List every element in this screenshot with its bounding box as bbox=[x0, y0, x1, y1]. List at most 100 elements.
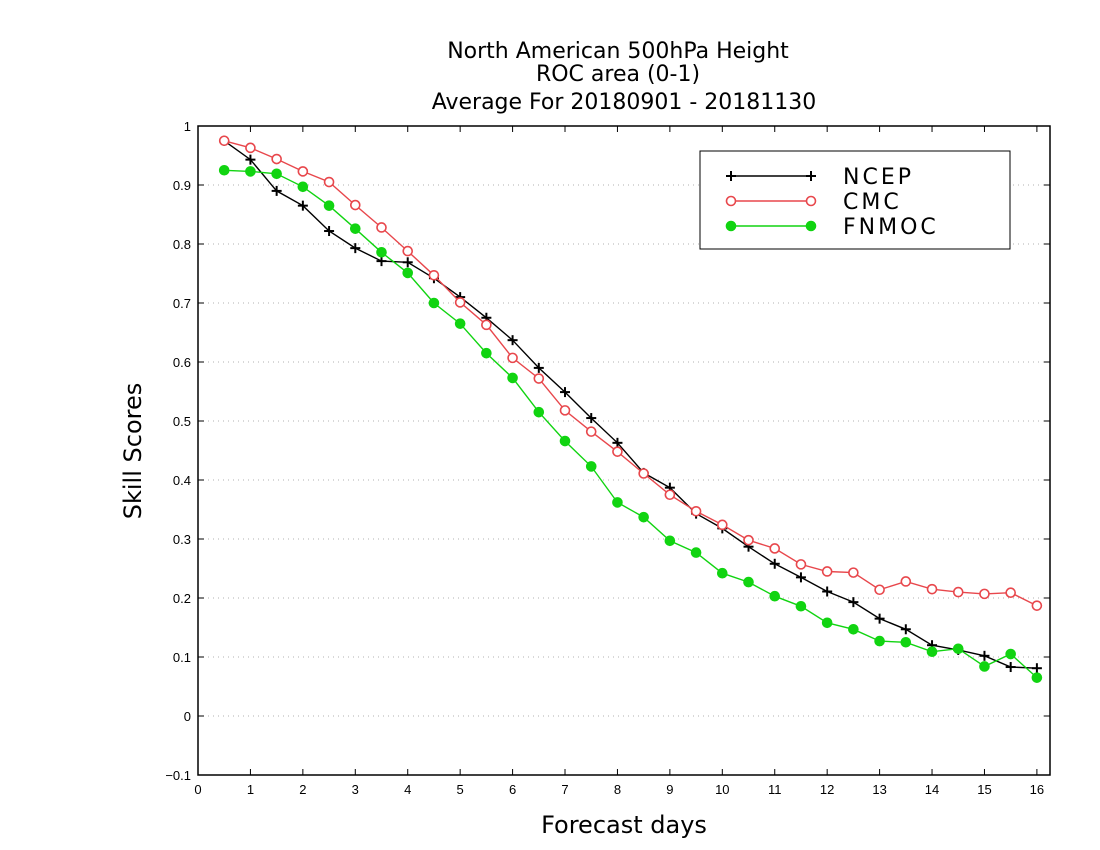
data-point-ncep bbox=[324, 226, 335, 237]
x-tick-label: 13 bbox=[872, 782, 886, 797]
y-tick-label: 1 bbox=[184, 119, 191, 134]
data-point-fnmoc bbox=[979, 661, 990, 672]
data-point-ncep bbox=[1031, 663, 1042, 674]
data-point-fnmoc bbox=[585, 461, 597, 472]
x-tick-label: 4 bbox=[404, 782, 411, 797]
data-point-cmc bbox=[795, 559, 807, 570]
data-point-ncep bbox=[245, 154, 256, 165]
data-point-fnmoc bbox=[1005, 648, 1016, 660]
data-point-cmc bbox=[507, 352, 518, 364]
data-point-fnmoc bbox=[349, 223, 361, 234]
x-tick-label: 12 bbox=[820, 782, 834, 797]
legend-marker-ncep bbox=[806, 171, 816, 181]
legend-marker-ncep bbox=[726, 171, 736, 181]
data-point-cmc bbox=[979, 588, 990, 600]
data-point-ncep bbox=[586, 413, 597, 424]
x-tick-label: 3 bbox=[352, 782, 359, 797]
x-tick-label: 15 bbox=[977, 782, 991, 797]
data-point-cmc bbox=[585, 426, 597, 437]
series-line-ncep bbox=[223, 140, 1037, 669]
x-tick-label: 0 bbox=[194, 782, 201, 797]
data-point-ncep bbox=[350, 243, 361, 254]
data-point-cmc bbox=[926, 583, 938, 595]
data-point-cmc bbox=[638, 468, 649, 479]
data-point-fnmoc bbox=[428, 297, 440, 309]
data-point-fnmoc bbox=[271, 168, 282, 180]
data-point-fnmoc bbox=[690, 547, 702, 558]
legend-entry-cmc: CMC bbox=[725, 190, 899, 215]
data-point-ncep bbox=[507, 335, 518, 346]
data-point-ncep bbox=[271, 185, 282, 196]
data-point-fnmoc bbox=[717, 567, 728, 579]
data-point-fnmoc bbox=[900, 636, 912, 648]
x-tick-label: 16 bbox=[1030, 782, 1044, 797]
data-point-cmc bbox=[743, 534, 754, 546]
data-point-ncep bbox=[402, 257, 413, 268]
legend-entry-fnmoc: FNMOC bbox=[725, 215, 939, 240]
x-tick-label: 7 bbox=[561, 782, 568, 797]
data-point-cmc bbox=[245, 142, 256, 154]
y-tick-label: 0.1 bbox=[173, 650, 191, 665]
x-tick-label: 1 bbox=[247, 782, 254, 797]
data-point-fnmoc bbox=[402, 267, 414, 279]
y-tick-label: −0.1 bbox=[165, 768, 191, 783]
chart-title-line-3: Average For 20180901 - 20181130 bbox=[432, 90, 817, 115]
data-point-cmc bbox=[769, 543, 781, 554]
data-point-ncep bbox=[297, 200, 308, 211]
data-point-fnmoc bbox=[821, 617, 833, 629]
series-fnmoc bbox=[218, 164, 1043, 683]
data-point-cmc bbox=[376, 222, 387, 233]
x-tick-label: 11 bbox=[768, 782, 782, 797]
x-tick-label: 9 bbox=[666, 782, 673, 797]
data-point-fnmoc bbox=[743, 576, 754, 588]
data-point-fnmoc bbox=[848, 623, 859, 635]
data-point-cmc bbox=[1005, 587, 1016, 598]
data-point-cmc bbox=[559, 405, 571, 416]
data-point-fnmoc bbox=[481, 347, 492, 359]
data-point-ncep bbox=[874, 613, 885, 624]
data-point-fnmoc bbox=[1031, 672, 1043, 683]
x-tick-label: 8 bbox=[614, 782, 621, 797]
y-axis-label: Skill Scores bbox=[119, 383, 147, 520]
data-point-cmc bbox=[717, 519, 728, 531]
data-point-fnmoc bbox=[297, 181, 309, 193]
data-point-ncep bbox=[560, 387, 571, 398]
y-tick-label: 0 bbox=[184, 709, 191, 724]
x-tick-label: 2 bbox=[299, 782, 306, 797]
chart-title-line-1: North American 500hPa Height bbox=[447, 39, 789, 64]
data-point-ncep bbox=[795, 572, 806, 583]
data-point-ncep bbox=[533, 362, 544, 373]
data-point-fnmoc bbox=[769, 590, 781, 602]
data-point-ncep bbox=[822, 586, 833, 597]
data-point-cmc bbox=[349, 199, 361, 211]
data-point-cmc bbox=[1031, 600, 1043, 611]
legend-label-fnmoc: FNMOC bbox=[843, 215, 939, 240]
y-tick-label: 0.7 bbox=[173, 296, 191, 311]
data-point-cmc bbox=[821, 566, 833, 577]
series-cmc bbox=[218, 135, 1043, 611]
data-point-cmc bbox=[271, 153, 282, 165]
data-point-fnmoc bbox=[218, 164, 230, 176]
data-point-cmc bbox=[612, 446, 623, 457]
data-point-cmc bbox=[297, 166, 309, 177]
data-point-ncep bbox=[376, 256, 387, 267]
data-point-fnmoc bbox=[638, 511, 649, 523]
data-point-cmc bbox=[690, 505, 702, 517]
data-point-fnmoc bbox=[507, 372, 518, 384]
y-tick-label: 0.6 bbox=[173, 355, 191, 370]
x-tick-label: 5 bbox=[457, 782, 464, 797]
data-point-fnmoc bbox=[926, 646, 938, 657]
data-point-cmc bbox=[533, 373, 545, 384]
y-tick-label: 0.4 bbox=[173, 473, 191, 488]
data-point-fnmoc bbox=[245, 166, 256, 177]
data-point-cmc bbox=[481, 319, 492, 331]
legend-marker-cmc bbox=[805, 195, 817, 207]
x-axis-ticks: 0 1 2 3 4 5 6 7 8 9 10 11 12 13 14 15 16 bbox=[194, 126, 1044, 797]
data-point-ncep bbox=[1005, 662, 1016, 673]
data-point-cmc bbox=[323, 176, 335, 188]
x-tick-label: 10 bbox=[715, 782, 729, 797]
data-point-cmc bbox=[402, 245, 414, 257]
data-point-fnmoc bbox=[454, 318, 466, 329]
data-point-fnmoc bbox=[664, 535, 676, 547]
